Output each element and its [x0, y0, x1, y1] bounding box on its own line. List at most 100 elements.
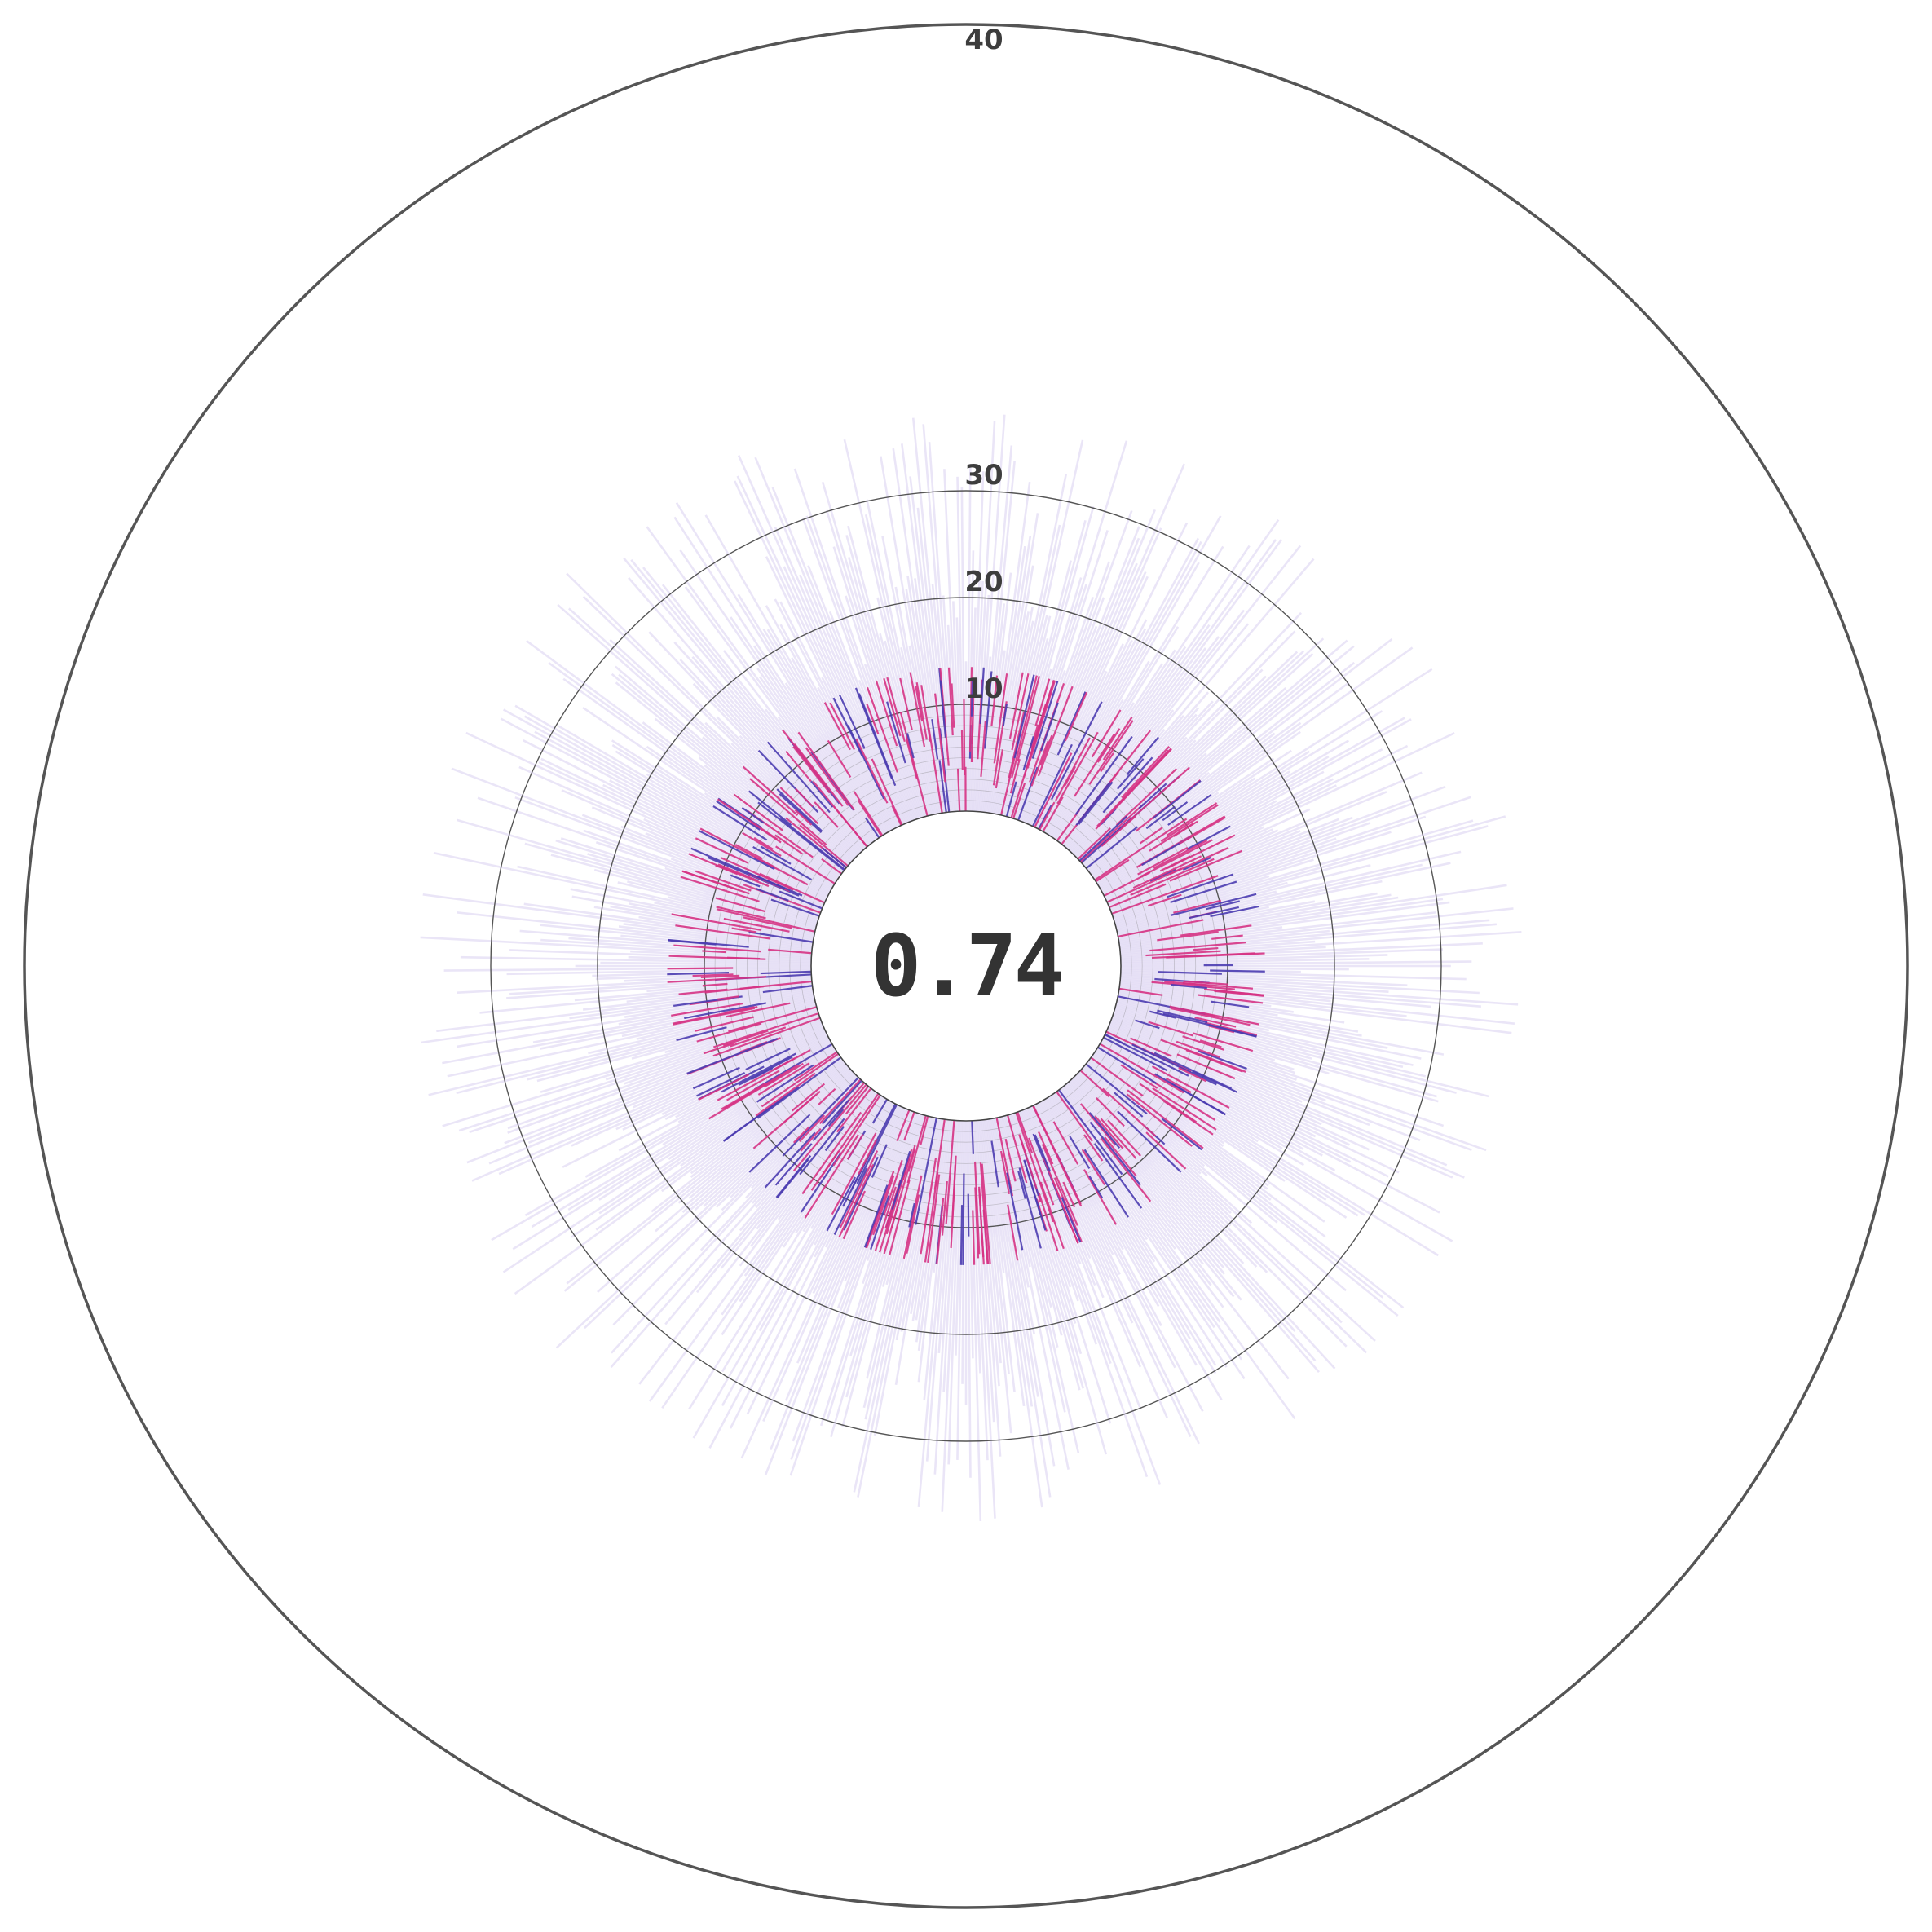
highlight-bar — [755, 1072, 816, 1117]
highlight-bar — [1157, 1009, 1208, 1024]
background-bar — [777, 716, 874, 844]
highlight-bar — [938, 760, 947, 813]
background-bar — [519, 929, 812, 955]
highlight-bar — [979, 667, 985, 724]
highlight-bar — [970, 681, 974, 717]
highlight-bar — [698, 1074, 750, 1101]
highlight-bar — [794, 809, 813, 826]
background-bar — [1091, 1055, 1325, 1223]
background-bar — [1090, 721, 1302, 876]
background-bar — [989, 1118, 1052, 1498]
highlight-bar — [839, 1150, 879, 1229]
background-bar — [845, 595, 920, 819]
highlight-bar — [1096, 749, 1170, 827]
highlight-bar — [1130, 1037, 1172, 1057]
highlight-bar — [1114, 1092, 1144, 1118]
highlight-bar — [1017, 1171, 1026, 1199]
highlight-bar — [871, 758, 903, 826]
background-bar — [721, 1092, 879, 1316]
background-bar — [1073, 1076, 1258, 1268]
highlight-bar — [1211, 1000, 1250, 1008]
highlight-bar — [1085, 826, 1139, 870]
background-bar — [1106, 1029, 1370, 1151]
highlight-bar — [867, 686, 898, 773]
background-bar — [1113, 831, 1392, 921]
highlight-bar — [823, 702, 851, 751]
background-bar — [1043, 1099, 1223, 1400]
background-bar — [955, 617, 964, 812]
background-bar — [636, 998, 815, 1040]
highlight-bar — [776, 788, 823, 832]
background-bar — [990, 1118, 1039, 1397]
background-bar — [857, 1117, 937, 1498]
background-bar — [998, 1117, 1066, 1413]
highlight-bar — [1062, 1181, 1076, 1208]
highlight-bar — [754, 1043, 833, 1091]
background-bar — [966, 1120, 972, 1478]
background-bar — [567, 1046, 835, 1211]
highlight-bar — [973, 1161, 981, 1255]
highlight-bar — [1039, 734, 1053, 766]
highlight-bar — [906, 1115, 927, 1184]
background-bar — [1109, 1020, 1421, 1142]
background-bar — [1120, 929, 1330, 953]
background-bar — [1019, 597, 1105, 822]
highlight-bar — [896, 1109, 911, 1142]
highlight-bar — [726, 1070, 780, 1101]
background-bar — [443, 966, 812, 972]
background-bar — [1052, 545, 1251, 839]
highlight-bar — [757, 1062, 810, 1096]
background-bar — [1101, 1039, 1336, 1171]
highlight-bar — [855, 738, 889, 804]
center-disc-layer — [810, 810, 1122, 1122]
background-bar — [1038, 628, 1147, 830]
highlight-bar — [1034, 678, 1051, 726]
background-bar — [739, 734, 858, 857]
background-bar — [1120, 946, 1326, 959]
background-bar — [983, 650, 1006, 813]
highlight-bar — [1064, 765, 1077, 787]
background-bar — [1100, 717, 1405, 891]
background-bar — [1069, 707, 1200, 852]
background-bar — [799, 574, 906, 824]
background-bar — [746, 1105, 899, 1415]
highlight-bar — [1080, 1103, 1117, 1146]
highlight-bar — [723, 917, 790, 933]
background-bar — [610, 1081, 865, 1368]
tick-label-10: 10 — [964, 673, 1003, 705]
background-bar — [828, 611, 912, 823]
background-bar — [1098, 770, 1290, 888]
background-bar — [1113, 815, 1427, 920]
highlight-bar — [1007, 1204, 1019, 1261]
highlight-bar — [1199, 1039, 1222, 1048]
background-bar — [916, 507, 951, 813]
highlight-bar — [791, 1083, 826, 1112]
highlight-bar — [1017, 1111, 1033, 1153]
highlight-bar — [1176, 1053, 1236, 1080]
highlight-bar — [818, 1087, 836, 1105]
highlight-bar — [765, 1062, 804, 1087]
background-bar — [469, 1014, 820, 1134]
highlight-bar — [1011, 673, 1030, 751]
background-bar — [819, 1113, 921, 1427]
highlight-bar — [1182, 1035, 1224, 1051]
background-bar — [540, 924, 812, 953]
highlight-bar — [915, 686, 924, 722]
background-bar — [782, 1095, 883, 1248]
highlight-bar — [1120, 1064, 1158, 1089]
background-bar — [555, 839, 818, 922]
background-bar — [1075, 1074, 1232, 1227]
background-bar — [771, 487, 910, 823]
highlight-bar — [717, 863, 759, 882]
highlight-bar — [1145, 1131, 1187, 1170]
background-bar — [726, 686, 867, 849]
highlight-bar — [779, 818, 846, 871]
background-bar — [422, 893, 813, 947]
background-bar — [1059, 1087, 1212, 1286]
highlight-bar — [1030, 740, 1049, 787]
highlight-bar — [1214, 989, 1264, 996]
background-bar — [1108, 1026, 1465, 1179]
background-bar — [906, 576, 945, 814]
highlight-bar — [1182, 857, 1211, 871]
highlight-bar — [814, 801, 839, 828]
